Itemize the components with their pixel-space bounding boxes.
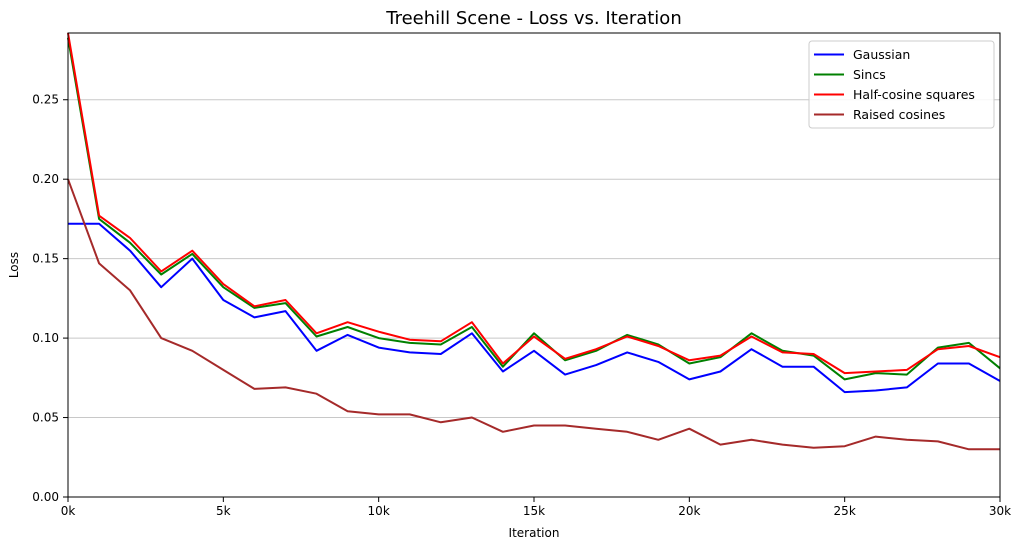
y-tick-label: 0.00 [32, 490, 59, 504]
series-line-sincs [67, 37, 1001, 381]
y-tick-label: 0.05 [32, 411, 59, 425]
legend-label-raised-cosines: Raised cosines [853, 107, 945, 122]
axes: 0k 5k 10k 15k 20k 25k 30k 0.00 0.05 0.10 0.15 0.20 0… [32, 32, 1011, 518]
x-axis-label: Iteration [509, 526, 560, 540]
y-tick-label: 0.15 [32, 252, 59, 266]
y-tick-label: 0.25 [32, 93, 59, 107]
x-tick-label: 25k [834, 504, 856, 518]
legend-item-sincs: Sincs [814, 67, 886, 82]
x-tick-label: 5k [216, 504, 231, 518]
gridlines [68, 99, 1000, 419]
x-tick-label: 30k [989, 504, 1011, 518]
y-tick-label: 0.10 [32, 331, 59, 345]
chart-title: Treehill Scene - Loss vs. Iteration [385, 8, 681, 29]
legend-box [808, 40, 995, 129]
legend-label-gaussian: Gaussian [853, 47, 910, 62]
legend-label-half-cosine-squares: Half-cosine squares [853, 87, 975, 102]
series-line-raised-cosines [67, 178, 1000, 451]
legend-item-gaussian: Gaussian [814, 47, 910, 62]
series-lines [67, 32, 1001, 451]
legend-item-raised-cosines: Raised cosines [814, 107, 945, 122]
y-tick-label: 0.20 [32, 172, 59, 186]
x-tick-label: 10k [368, 504, 390, 518]
series-line-gaussian [68, 222, 1001, 394]
x-tick-label: 20k [678, 504, 700, 518]
y-axis-label: Loss [7, 252, 21, 278]
x-tick-label: 15k [523, 504, 545, 518]
legend-label-sincs: Sincs [853, 67, 886, 82]
series-line-half-cosine-squares [67, 32, 1001, 375]
legend-item-half-cosine-squares: Half-cosine squares [814, 87, 975, 102]
x-tick-label: 0k [61, 504, 76, 518]
legend: Gaussian Sincs Half-cosine squares Raised c… [808, 40, 995, 129]
